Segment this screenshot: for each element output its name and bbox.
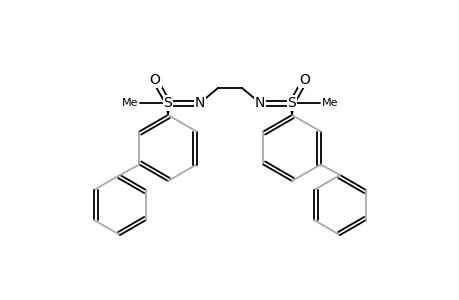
Polygon shape [289, 103, 294, 115]
Text: O: O [149, 73, 160, 87]
Text: S: S [287, 96, 296, 110]
Text: Me: Me [121, 98, 138, 108]
Text: N: N [254, 96, 264, 110]
Polygon shape [165, 103, 170, 115]
Text: N: N [195, 96, 205, 110]
Text: O: O [299, 73, 310, 87]
Text: S: S [163, 96, 172, 110]
Text: Me: Me [321, 98, 338, 108]
